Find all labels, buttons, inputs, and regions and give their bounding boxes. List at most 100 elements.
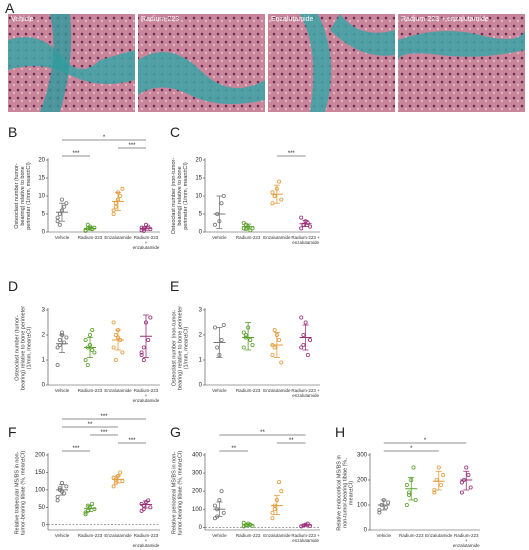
data-point bbox=[141, 228, 146, 233]
y-tick-label: 100 bbox=[35, 487, 46, 493]
micrograph-vehicle bbox=[8, 14, 135, 112]
x-tick-label: Enzalutamide bbox=[263, 388, 291, 393]
data-point bbox=[60, 330, 65, 335]
panel-letter: H bbox=[335, 424, 346, 440]
data-point bbox=[270, 190, 275, 195]
data-point bbox=[250, 342, 255, 347]
data-point bbox=[212, 325, 217, 330]
y-axis-label: Relative endocortical MS/BS in non-tumor… bbox=[336, 454, 354, 531]
data-point bbox=[270, 352, 275, 357]
data-point bbox=[308, 224, 313, 229]
y-tick-label: 5 bbox=[42, 212, 46, 218]
x-tick-label: Enzalutamide bbox=[104, 388, 132, 393]
data-point bbox=[277, 480, 282, 485]
data-point bbox=[299, 226, 304, 231]
data-point bbox=[301, 342, 306, 347]
y-tick-label: 20 bbox=[195, 158, 202, 164]
x-tick-label: Radium-223 bbox=[77, 388, 103, 393]
data-point bbox=[55, 494, 60, 499]
data-point bbox=[62, 204, 67, 209]
data-point bbox=[386, 500, 391, 505]
x-tick-label: Vehicle bbox=[54, 388, 70, 393]
data-point bbox=[250, 523, 255, 528]
data-point bbox=[221, 510, 226, 515]
data-point bbox=[113, 201, 118, 206]
panel-letter: C bbox=[170, 124, 181, 140]
data-point bbox=[219, 337, 224, 342]
significance-label: *** bbox=[288, 151, 296, 157]
image-label: Enzalutamide bbox=[271, 16, 314, 23]
data-point bbox=[241, 330, 246, 335]
data-point bbox=[272, 507, 277, 512]
y-tick-label: 0 bbox=[364, 528, 368, 534]
data-point bbox=[219, 489, 224, 494]
data-point bbox=[111, 320, 116, 325]
panel-letter: G bbox=[170, 424, 181, 440]
data-point bbox=[250, 226, 255, 231]
y-tick-label: 0 bbox=[199, 525, 203, 531]
data-point bbox=[270, 510, 275, 515]
data-point bbox=[272, 327, 277, 332]
x-tick-label: Vehicle bbox=[212, 533, 227, 538]
x-tick-label: Vehicle bbox=[376, 533, 391, 538]
y-axis-label: Osteoclast number (tumor-bearing) relati… bbox=[14, 305, 32, 390]
x-tick-label: Vehicle bbox=[54, 533, 70, 538]
data-point bbox=[219, 201, 224, 206]
x-tick-label: Enzalutamide bbox=[104, 235, 132, 240]
data-point bbox=[64, 484, 69, 489]
data-point bbox=[299, 215, 304, 220]
x-tick-label: Radium-223 bbox=[235, 235, 261, 240]
data-point bbox=[60, 197, 65, 202]
y-tick-label: 3 bbox=[42, 308, 46, 314]
data-point bbox=[113, 204, 118, 209]
data-point bbox=[432, 490, 437, 495]
panel-letter: A bbox=[5, 0, 15, 16]
significance-label: * bbox=[424, 438, 427, 444]
x-tick-label: Vehicle bbox=[212, 235, 227, 240]
y-axis-label: Osteoclast number (non-tumor-bearing) re… bbox=[171, 157, 189, 235]
y-tick-label: 200 bbox=[192, 489, 203, 495]
image-label: Vehicle bbox=[11, 16, 34, 23]
data-point bbox=[270, 201, 275, 206]
data-point bbox=[466, 472, 471, 477]
data-point bbox=[270, 516, 275, 521]
data-point bbox=[441, 472, 446, 477]
data-point bbox=[83, 512, 88, 517]
y-tick-label: 200 bbox=[35, 453, 46, 459]
data-point bbox=[146, 337, 151, 342]
data-point bbox=[111, 345, 116, 350]
y-tick-label: 2 bbox=[42, 333, 46, 339]
data-point bbox=[139, 225, 144, 230]
data-point bbox=[308, 337, 313, 342]
y-tick-label: 150 bbox=[35, 470, 46, 476]
data-point bbox=[301, 332, 306, 337]
panel-letter: E bbox=[170, 278, 180, 294]
data-point bbox=[85, 222, 90, 227]
data-point bbox=[64, 335, 69, 340]
data-point bbox=[148, 505, 153, 510]
y-tick-label: 100 bbox=[357, 503, 368, 509]
data-point bbox=[55, 498, 60, 503]
data-point bbox=[438, 482, 443, 487]
data-point bbox=[411, 465, 416, 470]
data-point bbox=[120, 350, 125, 355]
data-point bbox=[277, 179, 282, 184]
significance-label: *** bbox=[128, 438, 136, 444]
data-point bbox=[60, 480, 65, 485]
data-point bbox=[139, 501, 144, 506]
y-tick-label: 1 bbox=[42, 358, 46, 364]
data-point bbox=[277, 337, 282, 342]
data-point bbox=[305, 352, 310, 357]
data-point bbox=[305, 220, 310, 225]
x-tick-label: Radium-223 bbox=[398, 533, 424, 538]
significance-label: ** bbox=[289, 438, 294, 444]
x-tick-label: Radium-223 + enzalutamide bbox=[291, 235, 320, 245]
data-point bbox=[111, 475, 116, 480]
data-point bbox=[241, 520, 246, 525]
data-point bbox=[407, 490, 412, 495]
data-point bbox=[55, 219, 60, 224]
micrograph-radium bbox=[138, 14, 265, 112]
data-point bbox=[113, 357, 118, 362]
data-point bbox=[92, 507, 97, 512]
x-tick-label: Radium-223 + enzalutamide bbox=[291, 388, 320, 398]
